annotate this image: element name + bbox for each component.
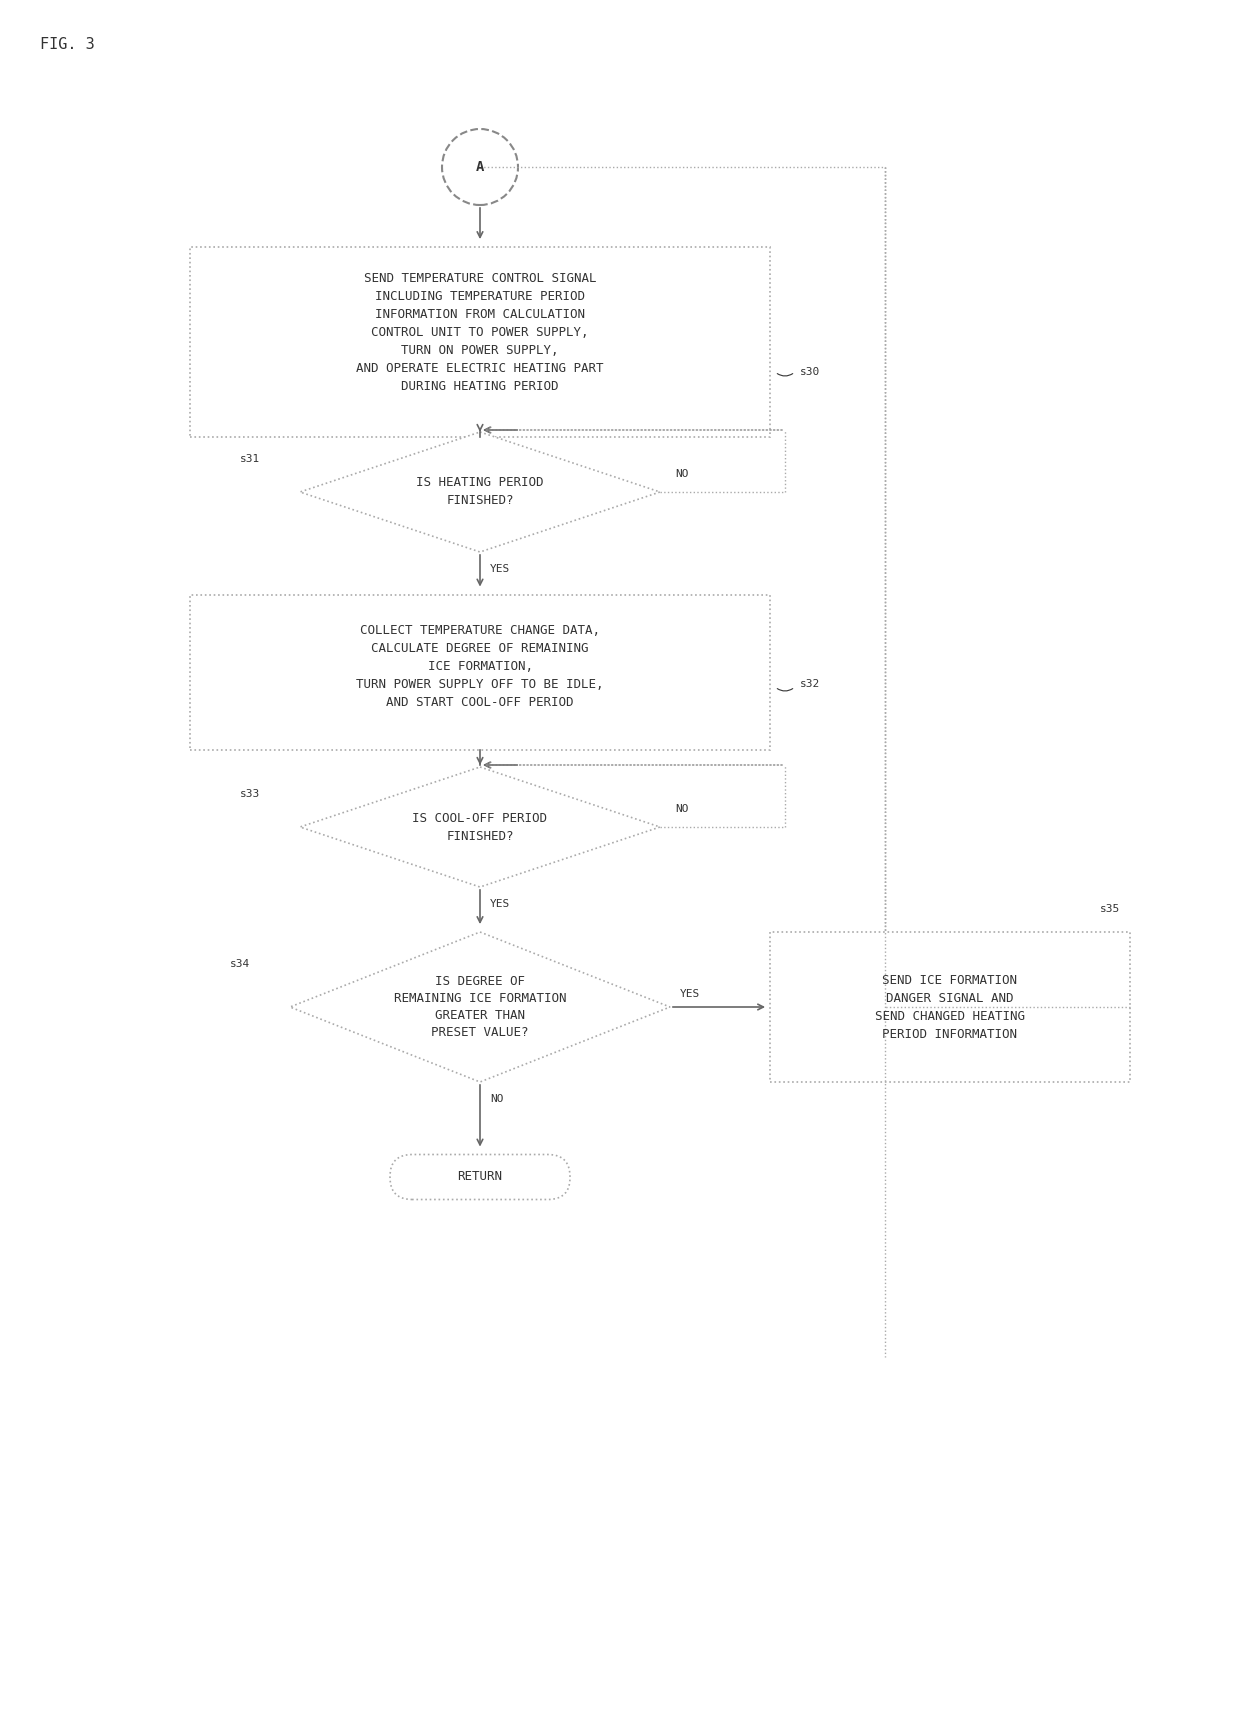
Text: FIG. 3: FIG. 3	[40, 36, 94, 52]
Text: SEND ICE FORMATION
DANGER SIGNAL AND
SEND CHANGED HEATING
PERIOD INFORMATION: SEND ICE FORMATION DANGER SIGNAL AND SEN…	[875, 974, 1025, 1040]
Polygon shape	[300, 767, 660, 888]
Text: RETURN: RETURN	[458, 1171, 502, 1183]
Text: YES: YES	[490, 565, 510, 573]
Text: s30: s30	[800, 368, 820, 376]
Polygon shape	[300, 432, 660, 553]
Polygon shape	[290, 933, 670, 1083]
Text: YES: YES	[680, 990, 701, 998]
Text: NO: NO	[490, 1093, 503, 1104]
Text: A: A	[476, 161, 484, 174]
Text: s33: s33	[241, 789, 260, 800]
FancyBboxPatch shape	[190, 247, 770, 437]
Text: s34: s34	[229, 958, 250, 969]
Text: NO: NO	[675, 470, 688, 478]
Text: IS COOL-OFF PERIOD
FINISHED?: IS COOL-OFF PERIOD FINISHED?	[413, 812, 548, 843]
Text: s32: s32	[800, 679, 820, 689]
FancyBboxPatch shape	[391, 1155, 570, 1200]
FancyBboxPatch shape	[770, 933, 1130, 1083]
Text: IS HEATING PERIOD
FINISHED?: IS HEATING PERIOD FINISHED?	[417, 477, 544, 508]
FancyBboxPatch shape	[190, 594, 770, 750]
Text: s35: s35	[1100, 903, 1120, 914]
Text: IS DEGREE OF
REMAINING ICE FORMATION
GREATER THAN
PRESET VALUE?: IS DEGREE OF REMAINING ICE FORMATION GRE…	[394, 976, 567, 1040]
Text: YES: YES	[490, 900, 510, 908]
Text: s31: s31	[241, 454, 260, 465]
Text: COLLECT TEMPERATURE CHANGE DATA,
CALCULATE DEGREE OF REMAINING
ICE FORMATION,
TU: COLLECT TEMPERATURE CHANGE DATA, CALCULA…	[356, 625, 604, 710]
Circle shape	[441, 130, 518, 206]
Text: SEND TEMPERATURE CONTROL SIGNAL
INCLUDING TEMPERATURE PERIOD
INFORMATION FROM CA: SEND TEMPERATURE CONTROL SIGNAL INCLUDIN…	[356, 271, 604, 392]
Text: NO: NO	[675, 805, 688, 813]
